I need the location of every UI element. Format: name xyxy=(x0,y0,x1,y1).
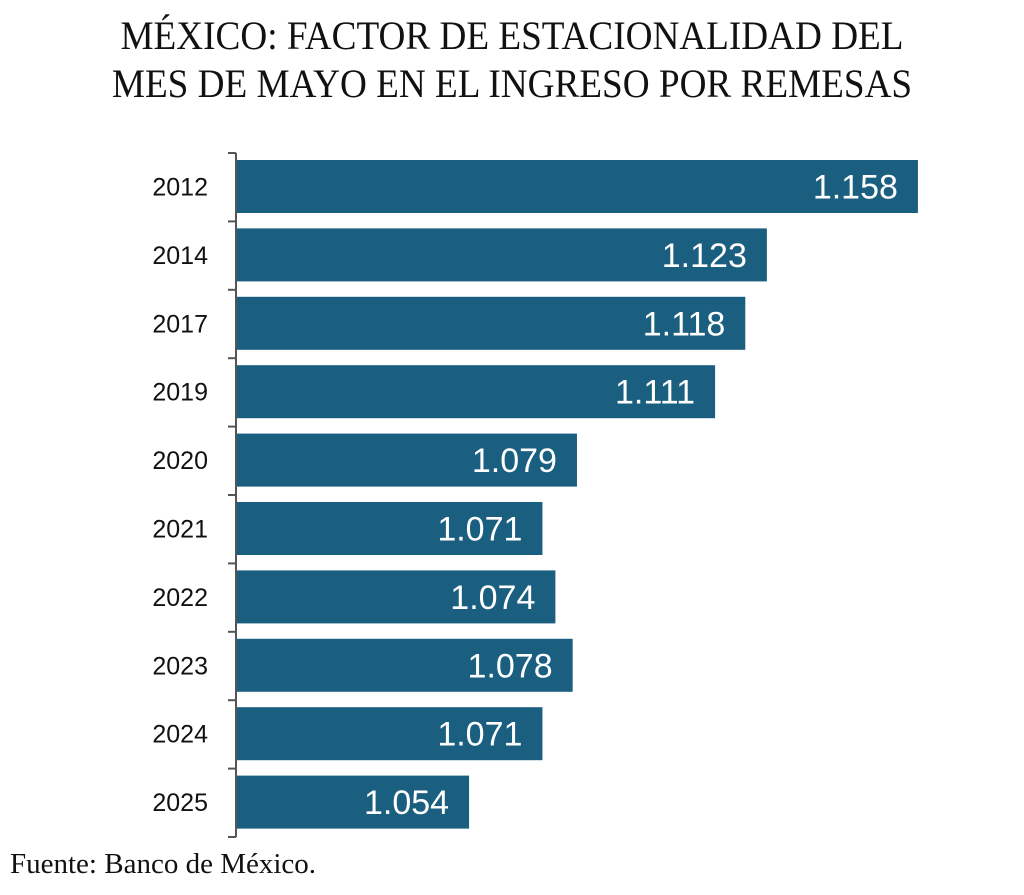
bar-2023 xyxy=(236,638,573,692)
chart-title-line-1: MÉXICO: FACTOR DE ESTACIONALIDAD DEL xyxy=(120,13,904,58)
bar-2012 xyxy=(236,160,918,213)
data-label-2014: 1.123 xyxy=(662,237,747,275)
bar-2020 xyxy=(236,433,577,487)
bar-2025 xyxy=(236,775,470,829)
data-label-2025: 1.054 xyxy=(364,784,449,822)
category-label-2017: 2017 xyxy=(152,310,208,338)
data-label-2021: 1.071 xyxy=(437,511,522,549)
category-label-2022: 2022 xyxy=(152,584,208,612)
chart-title: MÉXICO: FACTOR DE ESTACIONALIDAD DEL MES… xyxy=(36,12,988,108)
data-label-2024: 1.071 xyxy=(437,716,522,754)
bar-2021 xyxy=(236,502,543,555)
data-label-2017: 1.118 xyxy=(643,305,726,343)
data-label-2012: 1.158 xyxy=(813,169,898,207)
data-label-2020: 1.079 xyxy=(472,442,557,480)
category-label-2021: 2021 xyxy=(152,516,208,544)
source-note: Fuente: Banco de México. xyxy=(10,848,317,880)
bar-2022 xyxy=(236,570,556,624)
category-label-2020: 2020 xyxy=(152,447,208,475)
chart-title-line-2: MES DE MAYO EN EL INGRESO POR REMESAS xyxy=(111,61,913,106)
bar-2017 xyxy=(236,296,746,350)
bar-2024 xyxy=(236,707,543,761)
category-label-2024: 2024 xyxy=(152,721,208,749)
bar-2019 xyxy=(236,365,716,419)
data-label-2023: 1.078 xyxy=(468,647,553,685)
category-label-2023: 2023 xyxy=(152,652,208,680)
category-label-2012: 2012 xyxy=(152,174,208,202)
category-label-2014: 2014 xyxy=(152,242,208,270)
data-label-2022: 1.074 xyxy=(450,579,535,617)
category-label-2019: 2019 xyxy=(152,379,208,407)
bar-2014 xyxy=(236,228,767,282)
data-label-2019: 1.111 xyxy=(615,374,695,412)
category-label-2025: 2025 xyxy=(152,789,208,817)
